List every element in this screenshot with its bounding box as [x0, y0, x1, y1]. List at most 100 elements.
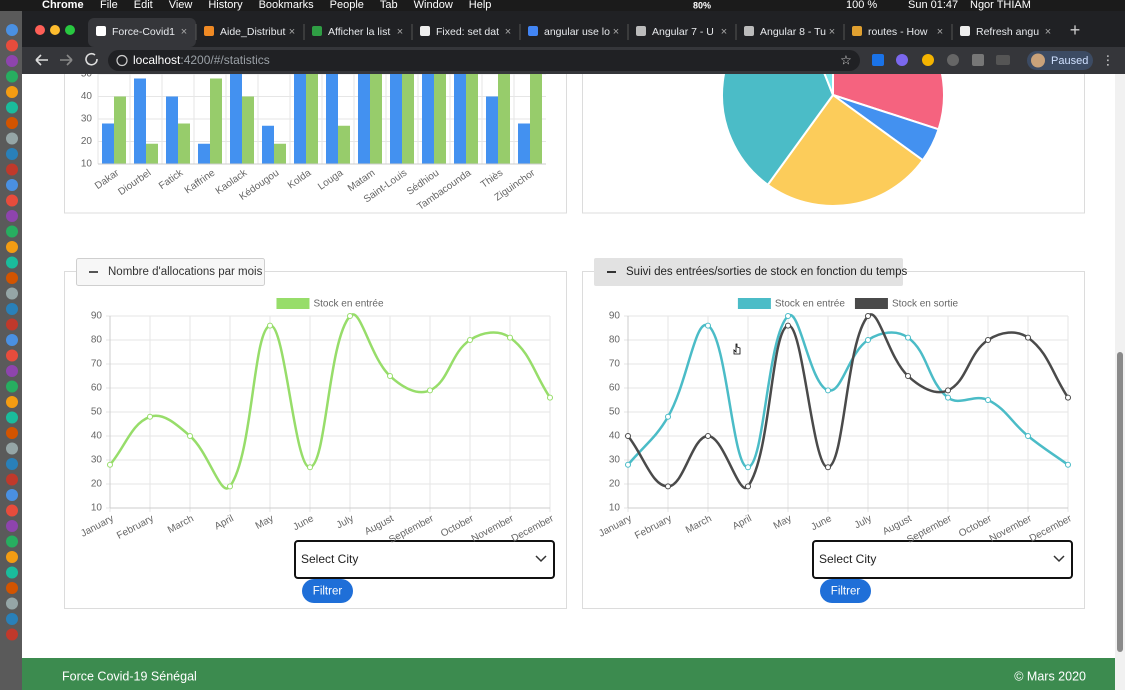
dock-icon[interactable] [6, 504, 18, 517]
menu-dots[interactable]: ⋮ [1102, 52, 1115, 67]
menu-item[interactable]: Bookmarks [259, 0, 315, 11]
dock-icon[interactable] [6, 365, 18, 377]
dock-icon[interactable] [6, 473, 18, 486]
dock-icon[interactable] [6, 411, 18, 424]
tab-active[interactable] [88, 18, 196, 47]
dock-icon[interactable] [6, 582, 18, 594]
tab-close[interactable]: × [289, 26, 295, 38]
dock-icon[interactable] [6, 566, 18, 579]
collapse-button[interactable]: Nombre d'allocations par mois [76, 258, 265, 286]
dock-icon[interactable] [6, 628, 18, 641]
dock-icon[interactable] [6, 163, 18, 176]
dock-icon[interactable] [6, 489, 18, 501]
new-tab[interactable]: + [1070, 20, 1081, 40]
bookmark-star[interactable]: ☆ [840, 52, 852, 67]
dock-icon[interactable] [6, 210, 18, 222]
ext-icon[interactable] [872, 54, 884, 66]
y-tick-label: 10 [609, 503, 621, 514]
scroll-thumb[interactable] [1117, 352, 1123, 652]
tab-title[interactable]: angular use lo [544, 26, 610, 38]
dock-icon[interactable] [6, 458, 18, 470]
dock-icon[interactable] [6, 241, 18, 253]
back[interactable] [35, 54, 48, 66]
tab-title[interactable]: Angular 8 - Tu [760, 26, 826, 38]
window-close[interactable] [35, 25, 45, 35]
tab-title[interactable]: Afficher la list [328, 26, 390, 38]
city-select[interactable]: Select City [812, 540, 1073, 579]
tab-title[interactable]: Force-Covid1 [112, 26, 175, 38]
ext-icon[interactable] [922, 54, 934, 66]
dock-icon[interactable] [6, 194, 18, 207]
dock-icon[interactable] [6, 256, 18, 269]
forward[interactable] [60, 54, 73, 66]
reload[interactable] [85, 52, 98, 66]
tab-close[interactable]: × [505, 26, 511, 38]
menu-item[interactable]: Help [469, 0, 492, 11]
dock-icon[interactable] [6, 55, 18, 67]
profile-chip[interactable] [1027, 51, 1093, 70]
dock-icon[interactable] [6, 334, 18, 346]
dock-icon[interactable] [6, 117, 18, 129]
menu-item[interactable]: View [169, 0, 193, 11]
dock-icon[interactable] [6, 551, 18, 563]
menu-item[interactable]: File [100, 0, 118, 11]
info-icon[interactable] [116, 54, 128, 67]
tab-title[interactable]: Refresh angu [976, 26, 1039, 38]
dock-icon[interactable] [6, 70, 18, 83]
ext-icon[interactable] [947, 54, 959, 66]
menu-item[interactable]: History [208, 0, 243, 11]
dock-icon[interactable] [6, 427, 18, 439]
dock-icon[interactable] [6, 613, 18, 625]
tab-close[interactable]: × [613, 26, 619, 38]
dock-icon[interactable] [6, 101, 18, 114]
filter-button[interactable]: Filtrer [820, 579, 871, 603]
dock-icon[interactable] [6, 535, 18, 548]
menu-item[interactable]: Tab [380, 0, 398, 11]
ext-icon[interactable] [896, 54, 908, 66]
dock-icon[interactable] [6, 148, 18, 160]
dock-icon[interactable] [6, 287, 18, 300]
user: Ngor THIAM [970, 0, 1031, 11]
dock-icon[interactable] [6, 39, 18, 52]
dock-icon[interactable] [6, 303, 18, 315]
dock-icon[interactable] [6, 318, 18, 331]
menu-item[interactable]: Edit [134, 0, 153, 11]
dock-icon[interactable] [6, 597, 18, 610]
tab-title[interactable]: routes - How [868, 26, 928, 38]
tab-title[interactable]: Angular 7 - U [652, 26, 714, 38]
url-path: :4200/#/statistics [180, 53, 269, 67]
dock-icon[interactable] [6, 380, 18, 393]
menu-item[interactable]: Window [414, 0, 453, 11]
dock-icon[interactable] [6, 272, 18, 284]
tab-favicon [96, 26, 106, 36]
dock-icon[interactable] [6, 442, 18, 455]
tab-close[interactable]: × [181, 26, 187, 38]
window-minimize[interactable] [50, 25, 60, 35]
tab-title[interactable]: Fixed: set dat [436, 26, 499, 38]
tab-title[interactable]: Aide_Distribut [220, 26, 285, 38]
dock-icon[interactable] [6, 86, 18, 98]
menu-item[interactable]: People [330, 0, 364, 11]
filter-button[interactable]: Filtrer [302, 579, 353, 603]
dock-icon[interactable] [6, 520, 18, 532]
footer-left: Force Covid-19 Sénégal [62, 669, 197, 683]
tab-close[interactable]: × [721, 26, 727, 38]
city-select[interactable]: Select City [294, 540, 555, 579]
url-host: localhost [133, 53, 181, 67]
tab-close[interactable]: × [397, 26, 403, 38]
dock-icon[interactable] [6, 24, 18, 36]
tab-close[interactable]: × [937, 26, 943, 38]
dock-icon[interactable] [6, 349, 18, 362]
ext-icon[interactable] [996, 55, 1010, 65]
dock-icon[interactable] [6, 396, 18, 408]
dock-icon[interactable] [6, 132, 18, 145]
collapse-button[interactable]: Suivi des entrées/sorties de stock en fo… [594, 258, 908, 286]
dock-icon[interactable] [6, 225, 18, 238]
window-zoom[interactable] [65, 25, 75, 35]
dock-icon[interactable] [6, 179, 18, 191]
y-tick-label: 60 [91, 383, 103, 394]
omnibox[interactable] [108, 50, 860, 71]
ext-icon[interactable] [972, 54, 984, 66]
tab-close[interactable]: × [829, 26, 835, 38]
tab-close[interactable]: × [1045, 26, 1051, 38]
